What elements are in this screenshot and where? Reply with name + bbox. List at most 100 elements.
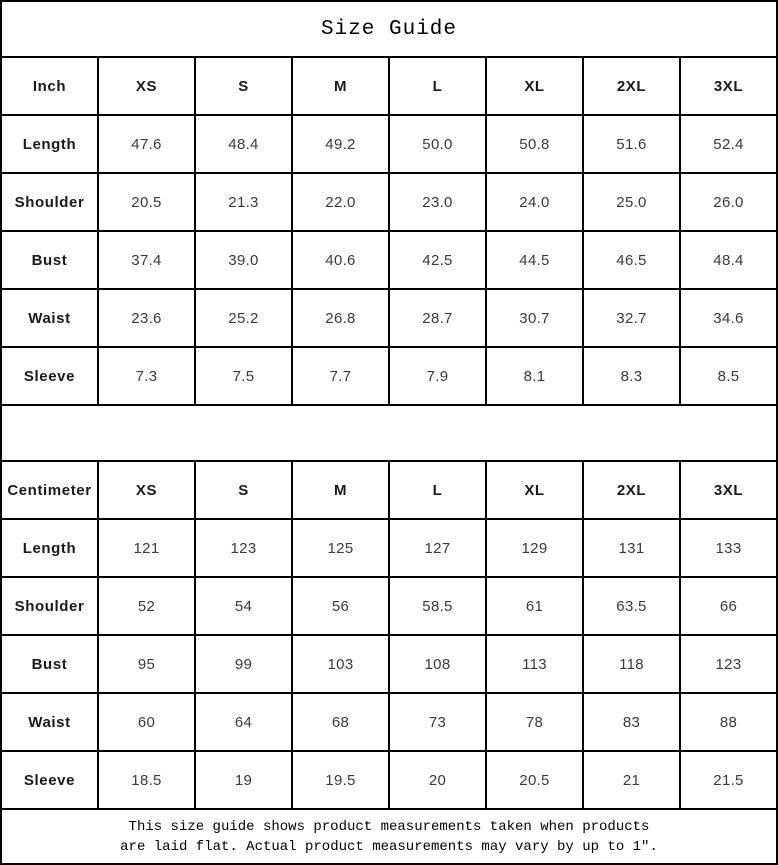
size-column-header: 2XL [582,56,681,116]
size-column-header: 3XL [679,56,778,116]
measurement-value-cell: 21.3 [194,172,293,232]
measurement-value-cell: 66 [679,576,778,636]
footer-note: This size guide shows product measuremen… [0,808,778,865]
size-column-header: XS [97,56,196,116]
size-column-header: XS [97,460,196,520]
measurement-value-cell: 20.5 [485,750,584,810]
measurement-value-cell: 21.5 [679,750,778,810]
measurement-value-cell: 26.0 [679,172,778,232]
measurement-value-cell: 8.1 [485,346,584,406]
measurement-value-cell: 99 [194,634,293,694]
measurement-row-label: Shoulder [0,576,99,636]
measurement-value-cell: 19.5 [291,750,390,810]
measurement-value-cell: 32.7 [582,288,681,348]
measurement-row: Shoulder 20.5 21.3 22.0 23.0 24.0 25.0 26.0 [0,172,778,232]
measurement-value-cell: 78 [485,692,584,752]
measurement-value-cell: 50.0 [388,114,487,174]
measurement-value-cell: 49.2 [291,114,390,174]
measurement-value-cell: 127 [388,518,487,578]
measurement-value-cell: 30.7 [485,288,584,348]
measurement-value-cell: 123 [194,518,293,578]
measurement-value-cell: 26.8 [291,288,390,348]
size-column-header: M [291,460,390,520]
measurement-value-cell: 54 [194,576,293,636]
size-column-header: L [388,460,487,520]
measurement-value-cell: 60 [97,692,196,752]
measurement-value-cell: 21 [582,750,681,810]
measurement-value-cell: 40.6 [291,230,390,290]
table-spacer-row [0,404,778,462]
size-column-header: L [388,56,487,116]
measurement-value-cell: 34.6 [679,288,778,348]
measurement-value-cell: 118 [582,634,681,694]
measurement-value-cell: 123 [679,634,778,694]
size-column-header: XL [485,56,584,116]
size-column-header: M [291,56,390,116]
title-row: Size Guide [0,0,778,58]
measurement-value-cell: 46.5 [582,230,681,290]
size-column-header: S [194,460,293,520]
measurement-row: Sleeve 18.5 19 19.5 20 20.5 21 21.5 [0,750,778,810]
measurement-value-cell: 133 [679,518,778,578]
centimeter-table-body: Centimeter XS S M L XL 2XL 3XL Length 121 123 125 12… [0,460,778,810]
size-header-row: Centimeter XS S M L XL 2XL 3XL [0,460,778,520]
measurement-row-label: Length [0,518,99,578]
measurement-value-cell: 121 [97,518,196,578]
measurement-value-cell: 88 [679,692,778,752]
measurement-value-cell: 22.0 [291,172,390,232]
size-column-header: 3XL [679,460,778,520]
measurement-value-cell: 18.5 [97,750,196,810]
measurement-value-cell: 68 [291,692,390,752]
measurement-value-cell: 131 [582,518,681,578]
measurement-value-cell: 48.4 [194,114,293,174]
measurement-row-label: Length [0,114,99,174]
table-spacer-cell [0,404,778,462]
measurement-row-label: Sleeve [0,750,99,810]
measurement-row-label: Waist [0,288,99,348]
measurement-value-cell: 23.0 [388,172,487,232]
measurement-row: Waist 60 64 68 73 78 83 88 [0,692,778,752]
measurement-row-label: Bust [0,230,99,290]
measurement-value-cell: 56 [291,576,390,636]
measurement-value-cell: 64 [194,692,293,752]
measurement-row-label: Shoulder [0,172,99,232]
measurement-value-cell: 129 [485,518,584,578]
measurement-value-cell: 125 [291,518,390,578]
measurement-value-cell: 20.5 [97,172,196,232]
measurement-row: Bust 37.4 39.0 40.6 42.5 44.5 46.5 48.4 [0,230,778,290]
measurement-value-cell: 7.7 [291,346,390,406]
measurement-value-cell: 58.5 [388,576,487,636]
measurement-value-cell: 19 [194,750,293,810]
measurement-value-cell: 73 [388,692,487,752]
measurement-value-cell: 52.4 [679,114,778,174]
measurement-value-cell: 61 [485,576,584,636]
measurement-value-cell: 83 [582,692,681,752]
measurement-value-cell: 63.5 [582,576,681,636]
measurement-row: Sleeve 7.3 7.5 7.7 7.9 8.1 8.3 8.5 [0,346,778,406]
measurement-row: Bust 95 99 103 108 113 118 123 [0,634,778,694]
unit-header: Inch [0,56,99,116]
measurement-value-cell: 8.5 [679,346,778,406]
measurement-value-cell: 47.6 [97,114,196,174]
page-title: Size Guide [0,0,778,58]
measurement-row: Shoulder 52 54 56 58.5 61 63.5 66 [0,576,778,636]
measurement-row-label: Sleeve [0,346,99,406]
measurement-value-cell: 8.3 [582,346,681,406]
size-column-header: 2XL [582,460,681,520]
measurement-value-cell: 44.5 [485,230,584,290]
measurement-value-cell: 25.0 [582,172,681,232]
measurement-value-cell: 37.4 [97,230,196,290]
measurement-row-label: Bust [0,634,99,694]
measurement-value-cell: 23.6 [97,288,196,348]
measurement-value-cell: 7.9 [388,346,487,406]
measurement-value-cell: 7.3 [97,346,196,406]
measurement-value-cell: 25.2 [194,288,293,348]
measurement-value-cell: 28.7 [388,288,487,348]
measurement-value-cell: 24.0 [485,172,584,232]
measurement-row: Length 47.6 48.4 49.2 50.0 50.8 51.6 52.4 [0,114,778,174]
measurement-value-cell: 20 [388,750,487,810]
size-column-header: S [194,56,293,116]
size-header-row: Inch XS S M L XL 2XL 3XL [0,56,778,116]
measurement-value-cell: 95 [97,634,196,694]
